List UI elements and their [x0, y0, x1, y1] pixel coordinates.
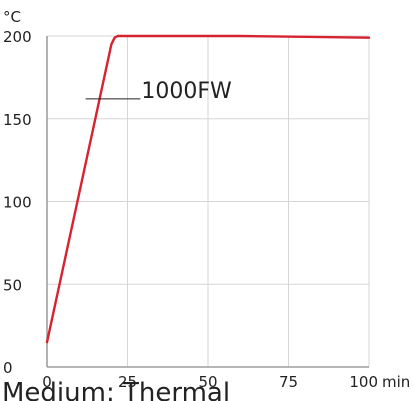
y-tick-label: 150	[3, 111, 32, 129]
x-tick-label: 0	[42, 373, 52, 391]
x-tick-label: 50	[198, 373, 217, 391]
tick-labels: 0 50 100 150 200 0 25 50 75 100	[3, 28, 378, 391]
axes	[46, 36, 369, 368]
caption: Medium: Thermal	[2, 378, 231, 401]
y-axis-unit: °C	[3, 8, 21, 26]
series-layer: 1000FW	[45, 34, 371, 344]
x-tick-label: 100	[349, 373, 378, 391]
x-tick-label: 25	[118, 373, 137, 391]
grid	[47, 35, 370, 367]
x-tick-label: 75	[279, 373, 298, 391]
series-label: 1000FW	[141, 79, 232, 104]
y-tick-label: 200	[3, 28, 32, 46]
y-tick-label: 0	[3, 359, 13, 377]
y-tick-label: 50	[3, 276, 22, 294]
y-tick-label: 100	[3, 194, 32, 212]
series-line	[45, 34, 371, 344]
x-axis-unit: min	[382, 373, 410, 391]
